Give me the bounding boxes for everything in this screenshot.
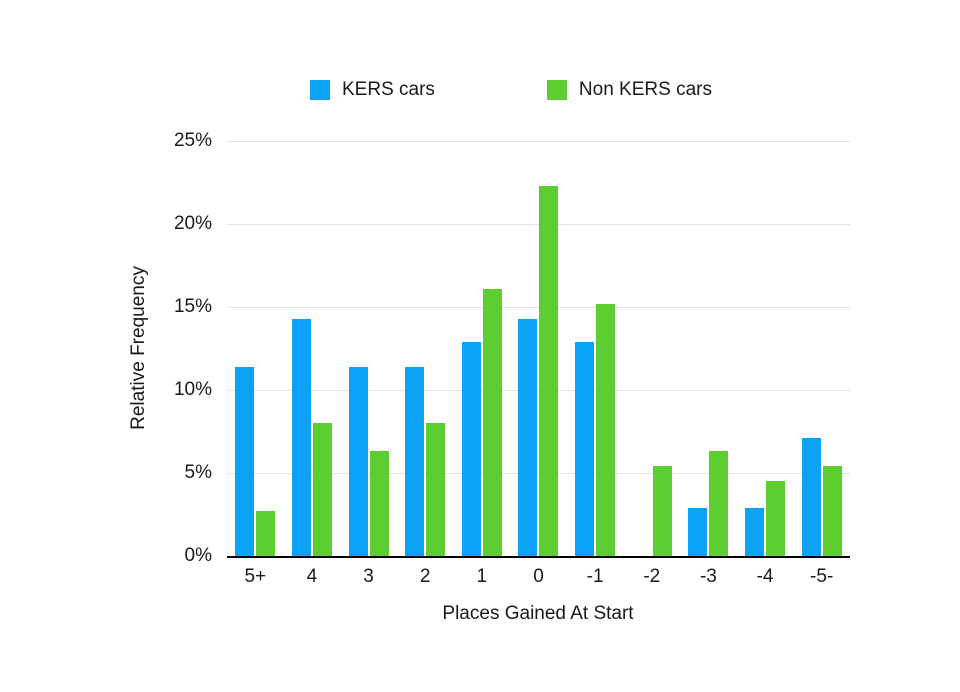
x-axis-title: Places Gained At Start [442, 603, 634, 624]
bar-kers-cars [235, 366, 255, 556]
legend-label-kers-cars: KERS cars [342, 79, 435, 100]
bar-group [567, 141, 624, 556]
bar-non-kers-cars [256, 511, 276, 556]
y-tick-label: 25% [173, 130, 212, 151]
bar-group [737, 141, 794, 556]
gridline [227, 141, 850, 142]
y-tick-label: 10% [173, 379, 212, 400]
bar-non-kers-cars [596, 303, 616, 556]
bar-kers-cars [745, 507, 765, 556]
legend-item-non-kers-cars: Non KERS cars [546, 78, 712, 102]
gridline [227, 473, 850, 474]
bar-kers-cars [405, 366, 425, 556]
gridline [227, 224, 850, 225]
bar-kers-cars [518, 318, 538, 556]
y-tick-label: 15% [173, 296, 212, 317]
bar-kers-cars [461, 341, 481, 556]
legend-item-kers-cars: KERS cars [310, 78, 435, 102]
gridline [227, 307, 850, 308]
bar-kers-cars [688, 507, 708, 556]
legend-swatch-kers-cars [310, 80, 330, 100]
bar-group [623, 141, 680, 556]
x-tick-label: 1 [476, 566, 488, 587]
x-axis-labels: 5+ 4 3 2 1 0 -1 -2 -3 -4 -5- [227, 565, 850, 591]
bar-group [793, 141, 850, 556]
bar-kers-cars [575, 341, 595, 556]
legend-swatch-non-kers-cars [546, 80, 567, 100]
x-tick-label: 0 [533, 566, 544, 587]
x-tick-label: 2 [419, 566, 431, 587]
bar-non-kers-cars [539, 185, 559, 556]
bar-non-kers-cars [312, 423, 332, 556]
y-tick-label: 5% [184, 462, 212, 483]
y-tick-label: 0% [184, 545, 212, 566]
bar-non-kers-cars [369, 451, 389, 556]
bar-non-kers-cars [709, 451, 729, 556]
bar-kers-cars [801, 438, 821, 556]
bar-group [510, 141, 567, 556]
gridline [227, 390, 850, 391]
x-tick-label: -3 [699, 566, 717, 587]
x-tick-label: 5+ [244, 566, 267, 587]
bar-group [340, 141, 397, 556]
bar-kers-cars [348, 366, 368, 556]
plot-area [227, 141, 850, 558]
bar-group [284, 141, 341, 556]
legend: KERS cars Non KERS cars [310, 78, 712, 102]
bar-group [397, 141, 454, 556]
bar-non-kers-cars [652, 466, 672, 556]
bar-group [454, 141, 511, 556]
bar-non-kers-cars [822, 466, 842, 556]
x-tick-label: -1 [586, 566, 604, 587]
x-tick-label: 4 [306, 566, 318, 587]
x-tick-label: -5- [810, 566, 834, 587]
x-tick-label: 3 [363, 566, 374, 587]
y-tick-label: 20% [173, 213, 212, 234]
x-tick-label: -2 [643, 566, 661, 587]
bar-group [227, 141, 284, 556]
y-axis-labels: 0% 5% 10% 15% 20% 25% [0, 130, 212, 566]
bar-non-kers-cars [426, 423, 446, 556]
legend-label-non-kers-cars: Non KERS cars [578, 79, 712, 100]
bar-kers-cars [291, 318, 311, 556]
bar-non-kers-cars [766, 481, 786, 556]
bar-non-kers-cars [482, 288, 502, 556]
x-tick-label: -4 [756, 566, 774, 587]
bar-group [680, 141, 737, 556]
